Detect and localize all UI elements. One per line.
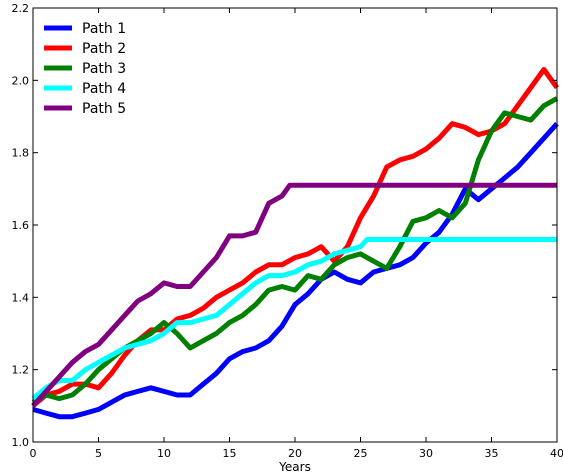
x-tick-label: 35 bbox=[485, 447, 499, 460]
y-tick-label: 2.2 bbox=[12, 2, 30, 15]
legend-label-3: Path 3 bbox=[82, 61, 126, 77]
x-tick-label: 25 bbox=[354, 447, 368, 460]
plot-background bbox=[33, 8, 557, 442]
legend-label-1: Path 1 bbox=[82, 21, 126, 37]
legend-label-2: Path 2 bbox=[82, 41, 126, 57]
series-layer bbox=[31, 67, 560, 420]
y-tick-label: 1.2 bbox=[12, 364, 30, 377]
ticks-layer: 0 5 10 15 20 25 30 35 40 1.0 1.2 1.4 1.6 1.8 2.0 2.2 bbox=[12, 2, 563, 460]
y-tick-label: 1.6 bbox=[12, 219, 30, 232]
x-tick-label: 30 bbox=[419, 447, 433, 460]
legend: Path 1 Path 2 Path 3 Path 4 Path 5 bbox=[44, 21, 126, 117]
y-tick-label: 1.0 bbox=[12, 436, 30, 449]
legend-label-4: Path 4 bbox=[82, 81, 126, 97]
x-tick-label: 20 bbox=[288, 447, 302, 460]
y-tick-label: 2.0 bbox=[12, 74, 30, 87]
y-tick-label: 1.8 bbox=[12, 147, 30, 160]
x-tick-label: 10 bbox=[157, 447, 171, 460]
series-line-5 bbox=[31, 182, 557, 408]
y-tick-label: 1.4 bbox=[12, 291, 30, 304]
x-tick-label: 0 bbox=[30, 447, 37, 460]
x-tick-label: 15 bbox=[223, 447, 237, 460]
legend-label-5: Path 5 bbox=[82, 101, 126, 117]
series-line-4 bbox=[31, 237, 557, 401]
series-line-2 bbox=[31, 67, 560, 408]
x-axis-label: Years bbox=[278, 460, 311, 474]
x-tick-label: 40 bbox=[550, 447, 563, 460]
x-tick-label: 5 bbox=[95, 447, 102, 460]
